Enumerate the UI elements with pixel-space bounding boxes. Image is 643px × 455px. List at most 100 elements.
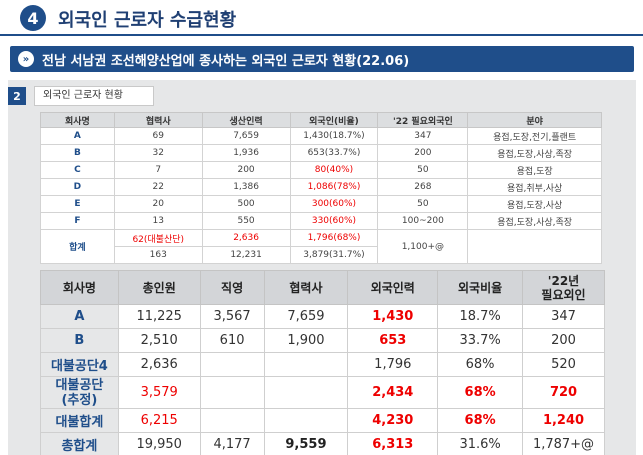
col-header: 외국비율 (437, 270, 524, 305)
cell: 268 (377, 178, 469, 196)
cell: 1,386 (201, 178, 291, 196)
table-row: A 11,225 3,567 7,659 1,430 18.7% 347 (40, 304, 605, 329)
company-name: D (40, 178, 115, 196)
cell: 68% (437, 376, 524, 409)
cell (199, 376, 265, 409)
company-name: E (40, 195, 115, 213)
table-header-row: 회사명 협력사 생산인력 외국인(비율) '22 필요외국인 분야 (40, 112, 602, 128)
col-header: 분야 (467, 112, 602, 128)
cell: 1,787+@ (522, 432, 605, 455)
cell: 12,231 (201, 246, 291, 264)
col-header: 외국인력 (347, 270, 439, 305)
cell: 653(33.7%) (289, 144, 379, 162)
cell: 4,177 (199, 432, 265, 455)
col-header: 생산인력 (201, 112, 291, 128)
cell: 13 (113, 212, 203, 230)
company-detail-table: 회사명 협력사 생산인력 외국인(비율) '22 필요외국인 분야 A 69 7… (40, 112, 602, 264)
cell: 62(대불산단) (113, 229, 203, 247)
cell: 80(40%) (289, 161, 379, 179)
table-row: F 13 550 330(60%) 100~200 용접,도장,사상,족장 (40, 212, 602, 230)
cell: 11,225 (117, 304, 201, 329)
cell: 1,796(68%) (289, 229, 379, 247)
cell: 200 (377, 144, 469, 162)
table-row: 총합계 19,950 4,177 9,559 6,313 31.6% 1,787… (40, 432, 605, 455)
panel-label: 외국인 근로자 현황 (34, 86, 154, 106)
col-header: 협력사 (113, 112, 203, 128)
cell: 68% (437, 352, 524, 377)
table-header-row: 회사명 총인원 직영 협력사 외국인력 외국비율 '22년 필요외인 (40, 270, 605, 305)
col-header: 회사명 (40, 112, 115, 128)
cell: 653 (347, 328, 439, 353)
cell: 200 (201, 161, 291, 179)
table-row: 대불공단4 2,636 1,796 68% 520 (40, 352, 605, 377)
cell: 7 (113, 161, 203, 179)
header-divider (0, 34, 643, 36)
cell: 68% (437, 408, 524, 433)
cell: 2,434 (347, 376, 439, 409)
col-header: '22 필요외국인 (377, 112, 469, 128)
col-header: 총인원 (117, 270, 201, 305)
table-row: E 20 500 300(60%) 50 용접,도장,사상 (40, 195, 602, 213)
cell: 31.6% (437, 432, 524, 455)
cell: 용접,취부,사상 (467, 178, 602, 196)
table-row: A 69 7,659 1,430(18.7%) 347 용접,도장,전기,플랜트 (40, 127, 602, 145)
cell: 163 (113, 246, 203, 264)
cell: 18.7% (437, 304, 524, 329)
cell: 32 (113, 144, 203, 162)
cell: 610 (199, 328, 265, 353)
cell: 500 (201, 195, 291, 213)
table-row: 대불공단 (추정) 3,579 2,434 68% 720 (40, 376, 605, 409)
section-title: 외국인 근로자 수급현황 (58, 10, 237, 31)
cell: 용접,도장,사상,족장 (467, 144, 602, 162)
company-name: F (40, 212, 115, 230)
row-name: A (40, 304, 119, 329)
row-name: B (40, 328, 119, 353)
cell (263, 376, 349, 409)
section-header: 4 외국인 근로자 수급현황 (0, 0, 643, 36)
total-row: 합계 62(대불산단) 2,636 1,796(68%) 1,100+@ (40, 229, 602, 264)
cell (263, 408, 349, 433)
cell: 22 (113, 178, 203, 196)
cell: 6,215 (117, 408, 201, 433)
col-header: 협력사 (263, 270, 349, 305)
table-row: B 2,510 610 1,900 653 33.7% 200 (40, 328, 605, 353)
cell: 200 (522, 328, 605, 353)
cell: 3,879(31.7%) (289, 246, 379, 264)
col-header: 회사명 (40, 270, 119, 305)
cell: 20 (113, 195, 203, 213)
cell: 1,430(18.7%) (289, 127, 379, 145)
cell: 1,100+@ (377, 229, 469, 264)
cell: 7,659 (201, 127, 291, 145)
cell: 19,950 (117, 432, 201, 455)
col-header: 직영 (199, 270, 265, 305)
cell: 7,659 (263, 304, 349, 329)
total-label: 합계 (40, 229, 115, 264)
cell: 3,579 (117, 376, 201, 409)
cell (263, 352, 349, 377)
double-chevron-icon: » (18, 51, 34, 67)
col-header: '22년 필요외인 (522, 270, 605, 305)
total-row: 163 12,231 3,879(31.7%) (41, 246, 602, 264)
row-name: 대불공단4 (40, 352, 119, 377)
cell: 용접,도장,사상,족장 (467, 212, 602, 230)
cell: 4,230 (347, 408, 439, 433)
col-header: 외국인(비율) (289, 112, 379, 128)
cell: 1,796 (347, 352, 439, 377)
cell: 347 (377, 127, 469, 145)
section-number-badge: 4 (20, 5, 46, 31)
cell (199, 352, 265, 377)
row-name: 총합계 (40, 432, 119, 455)
cell (467, 229, 602, 264)
cell: 69 (113, 127, 203, 145)
cell: 2,636 (117, 352, 201, 377)
cell: 100~200 (377, 212, 469, 230)
cell: 520 (522, 352, 605, 377)
cell: 300(60%) (289, 195, 379, 213)
cell: 1,240 (522, 408, 605, 433)
cell: 33.7% (437, 328, 524, 353)
table-row: D 22 1,386 1,086(78%) 268 용접,취부,사상 (40, 178, 602, 196)
cell: 550 (201, 212, 291, 230)
panel-number-badge: 2 (8, 87, 26, 105)
cell: 용접,도장 (467, 161, 602, 179)
subtitle-banner: » 전남 서남권 조선해양산업에 종사하는 외국인 근로자 현황(22.06) (10, 46, 634, 72)
